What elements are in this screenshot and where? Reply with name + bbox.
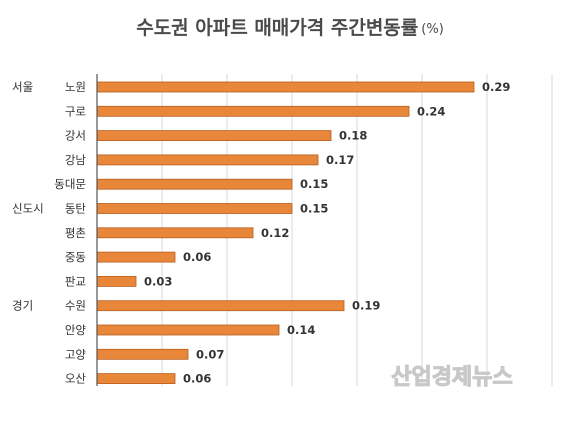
chart-title: 수도권 아파트 매매가격 주간변동률 (%) xyxy=(136,17,444,39)
group-label: 서울 xyxy=(12,80,33,94)
data-label: 0.15 xyxy=(300,177,328,191)
category-label: 오산 xyxy=(65,372,87,386)
data-label: 0.07 xyxy=(196,347,224,361)
category-label: 구로 xyxy=(65,104,86,118)
bar xyxy=(96,154,319,166)
bar xyxy=(96,130,332,142)
data-label: 0.06 xyxy=(183,250,211,264)
data-label: 0.12 xyxy=(261,226,289,240)
bar xyxy=(96,203,293,214)
category-label: 안양 xyxy=(65,323,87,337)
category-label: 판교 xyxy=(65,274,86,288)
bar xyxy=(96,178,293,190)
chart-title-unit: (%) xyxy=(421,22,444,37)
category-label: 중동 xyxy=(65,250,86,264)
group-label: 경기 xyxy=(12,299,33,313)
bar xyxy=(96,227,254,239)
bar xyxy=(96,324,280,336)
bar xyxy=(96,275,137,287)
bar xyxy=(96,105,410,117)
chart-title-main: 수도권 아파트 매매가격 주간변동률 xyxy=(136,17,418,39)
bar xyxy=(96,251,176,263)
data-label: 0.17 xyxy=(326,153,354,167)
category-label: 수원 xyxy=(65,299,86,313)
data-label: 0.18 xyxy=(339,129,367,143)
category-label: 고양 xyxy=(65,347,87,361)
bar xyxy=(96,373,176,385)
bar xyxy=(96,348,189,360)
category-label: 동탄 xyxy=(65,202,87,216)
data-label: 0.06 xyxy=(183,372,211,386)
data-label: 0.03 xyxy=(144,274,172,288)
labels: 0.29 노원 서울 0.24 구로 0.18 강서 0.17 강남 0.15 동대문 0.15 동탄 신… xyxy=(12,80,510,386)
data-label: 0.29 xyxy=(482,80,510,94)
data-label: 0.24 xyxy=(417,104,445,118)
data-label: 0.15 xyxy=(300,202,328,216)
data-label: 0.14 xyxy=(287,323,315,337)
bar xyxy=(96,81,475,93)
data-label: 0.19 xyxy=(352,299,380,313)
category-label: 동대문 xyxy=(54,177,86,191)
group-label: 신도시 xyxy=(12,202,44,216)
category-label: 강서 xyxy=(65,129,86,143)
category-label: 평촌 xyxy=(65,226,86,240)
category-label: 노원 xyxy=(65,80,86,94)
grid xyxy=(161,74,553,386)
watermark: 산업경제뉴스 xyxy=(391,365,512,390)
category-label: 강남 xyxy=(65,153,87,167)
bar xyxy=(96,300,345,312)
